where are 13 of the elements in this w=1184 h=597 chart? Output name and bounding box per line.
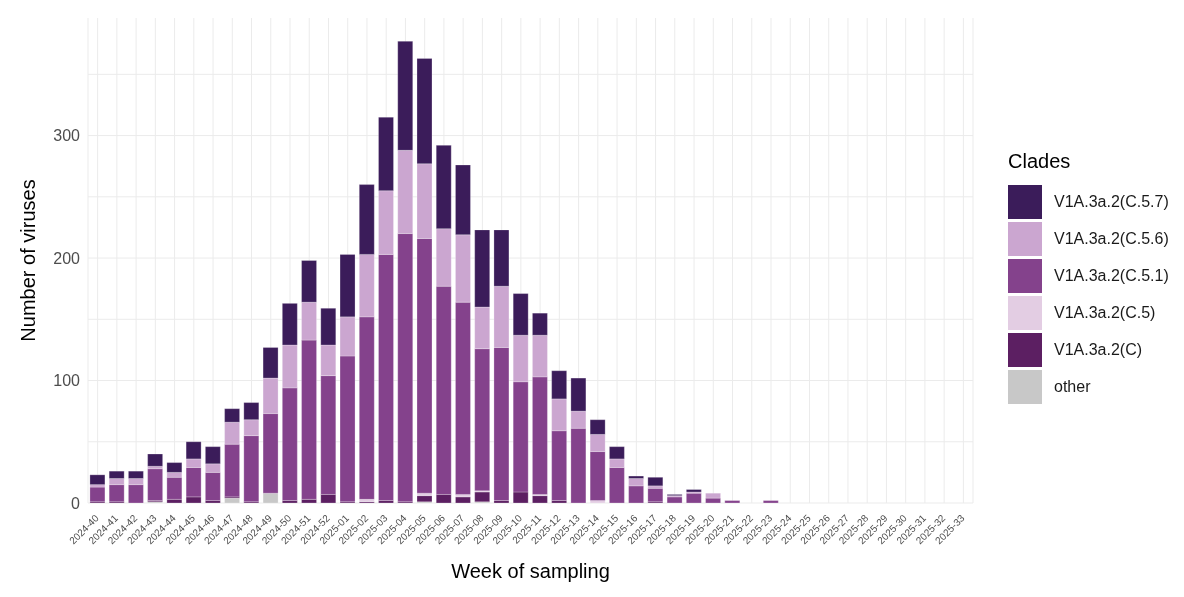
x-axis-title: Week of sampling [451,560,610,582]
legend-label: V1A.3a.2(C.5) [1054,303,1156,322]
y-axis-title: Number of viruses [17,179,40,342]
y-tick-label: 100 [53,372,81,390]
legend-label: V1A.3a.2(C) [1054,340,1143,359]
y-tick-label: 300 [53,127,81,145]
legend-label: other [1054,377,1091,396]
legend-label: V1A.3a.2(C.5.7) [1054,192,1169,211]
legend-label: V1A.3a.2(C.5.1) [1054,266,1169,285]
y-tick-label: 0 [71,494,81,512]
legend-label: V1A.3a.2(C.5.6) [1054,229,1169,248]
y-tick-label: 200 [53,249,81,267]
legend-title: Clades [1008,150,1072,173]
